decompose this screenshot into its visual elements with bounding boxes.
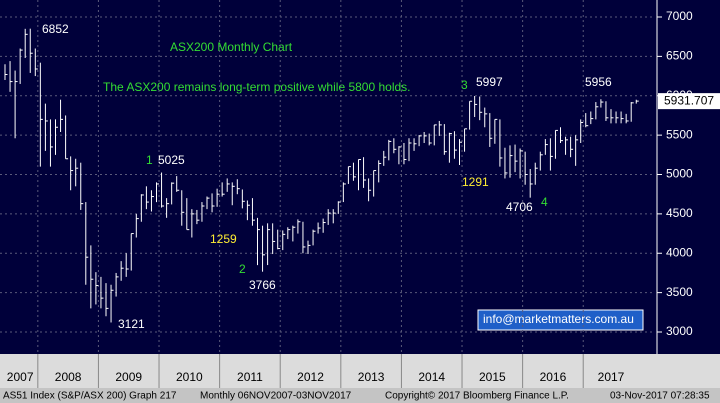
status-text: Monthly 06NOV2007-03NOV2017 xyxy=(200,391,352,402)
status-bar xyxy=(0,388,720,403)
x-tick-label: 2016 xyxy=(540,370,567,384)
status-text: 03-Nov-2017 07:28:35 xyxy=(610,391,710,402)
annotation: 4706 xyxy=(506,200,533,214)
y-tick-label: 5000 xyxy=(666,167,693,181)
y-tick-label: 5500 xyxy=(666,127,693,141)
chart-title: ASX200 Monthly Chart xyxy=(170,40,293,54)
y-tick-label: 3500 xyxy=(666,285,693,299)
x-tick-label: 2009 xyxy=(115,370,142,384)
annotation: 1291 xyxy=(462,175,489,189)
chart-subtitle: The ASX200 remains long-term positive wh… xyxy=(103,80,411,94)
x-tick-label: 2010 xyxy=(176,370,203,384)
y-tick-label: 4500 xyxy=(666,206,693,220)
x-tick-label: 2011 xyxy=(237,370,263,384)
x-tick-label: 2014 xyxy=(418,370,445,384)
annotation: 3766 xyxy=(249,278,276,292)
y-tick-label: 4000 xyxy=(666,245,693,259)
last-price: 5931.707 xyxy=(664,93,714,107)
last-price-box xyxy=(658,93,720,110)
y-tick-label: 3000 xyxy=(666,324,693,338)
x-tick-label: 2012 xyxy=(297,370,324,384)
x-tick-label: 2008 xyxy=(55,370,82,384)
x-tick-label: 2015 xyxy=(479,370,506,384)
annotation: 1259 xyxy=(210,232,237,246)
x-tick-label: 2013 xyxy=(358,370,385,384)
x-axis-band xyxy=(0,354,720,388)
status-text: AS51 Index (S&P/ASX 200) Graph 217 xyxy=(3,391,177,402)
annotation: 5956 xyxy=(585,75,612,89)
contact: info@marketmatters.com.au xyxy=(483,312,634,326)
status-text: Copyright© 2017 Bloomberg Finance L.P. xyxy=(385,391,569,402)
annotation: 3121 xyxy=(118,317,145,331)
annotation: 2 xyxy=(239,262,246,276)
annotation: 5997 xyxy=(476,75,503,89)
annotation: 5025 xyxy=(158,153,185,167)
annotation: 4 xyxy=(541,195,548,209)
annotation: 1 xyxy=(146,153,153,167)
x-tick-label: 2017 xyxy=(598,370,625,384)
annotation: 6852 xyxy=(42,22,69,36)
x-tick-label: 2007 xyxy=(7,370,34,384)
y-tick-label: 6500 xyxy=(666,49,693,63)
annotation: 3 xyxy=(461,78,468,92)
y-tick-label: 7000 xyxy=(666,9,693,23)
contact-box xyxy=(477,309,644,331)
